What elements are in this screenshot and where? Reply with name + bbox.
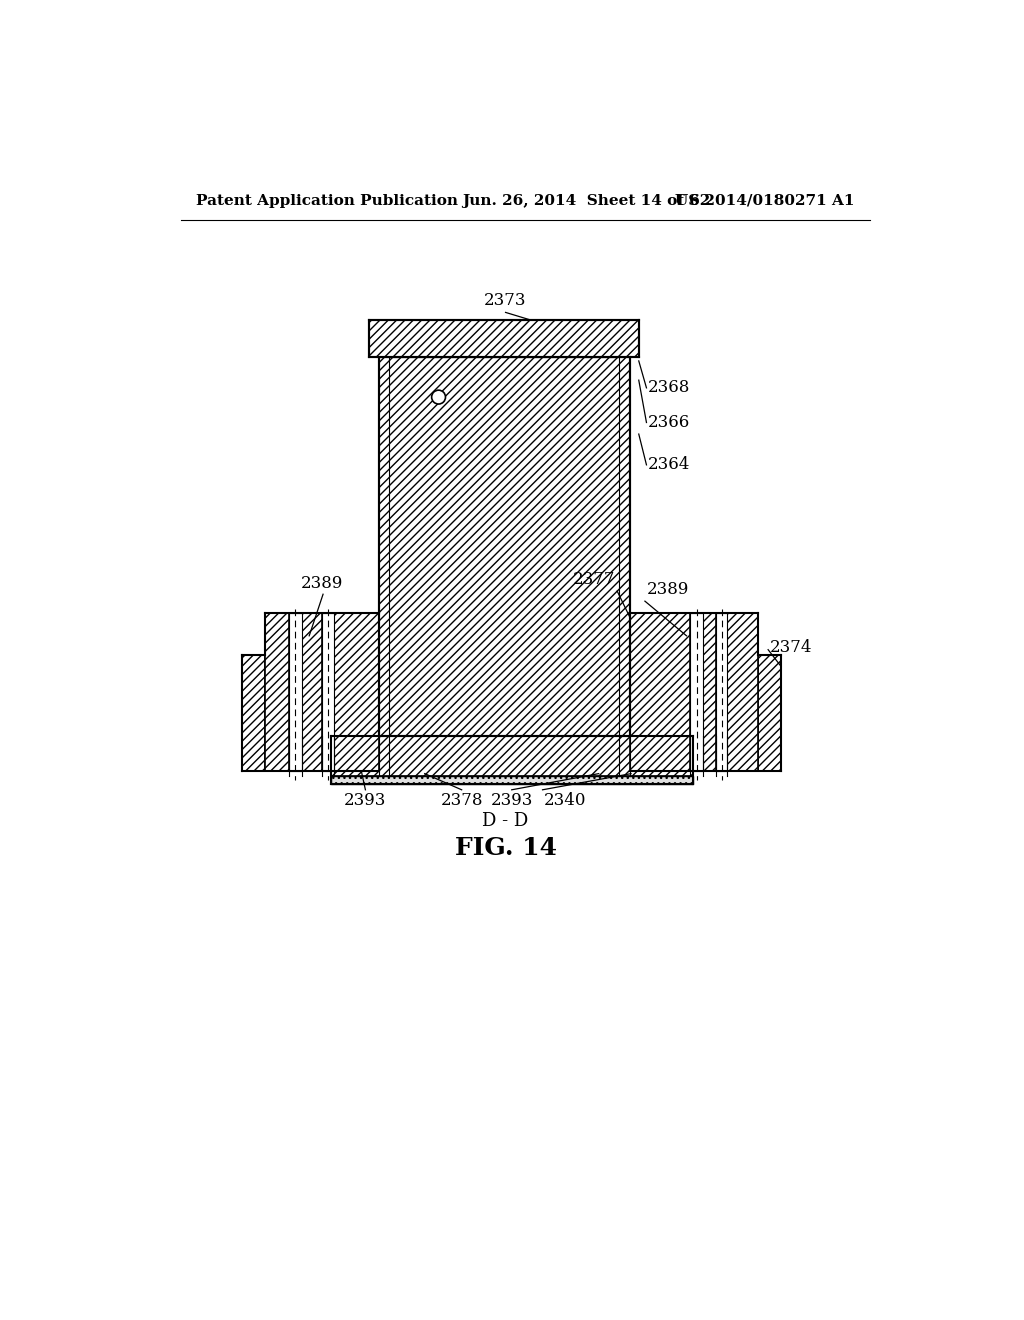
Bar [265,612,289,771]
Bar [331,776,692,784]
Bar [289,612,301,771]
Text: Patent Application Publication: Patent Application Publication [196,194,458,207]
Text: 2340: 2340 [544,792,587,809]
Bar [334,612,379,771]
Bar [690,612,702,771]
Text: 2374: 2374 [770,639,812,656]
Bar [630,612,690,771]
Text: FIG. 14: FIG. 14 [455,836,557,859]
Bar [370,321,639,358]
Text: 2389: 2389 [300,576,343,591]
Text: 2373: 2373 [484,292,526,309]
Bar [702,612,716,771]
Text: US 2014/0180271 A1: US 2014/0180271 A1 [675,194,854,207]
Text: 2368: 2368 [648,379,690,396]
Text: 2366: 2366 [648,414,690,432]
Bar [758,655,781,771]
Text: 2389: 2389 [646,581,689,598]
Text: 2377: 2377 [573,572,615,589]
Bar [322,612,334,771]
Text: Jun. 26, 2014  Sheet 14 of 62: Jun. 26, 2014 Sheet 14 of 62 [462,194,710,207]
Text: 2393: 2393 [344,792,387,809]
Text: 2378: 2378 [440,792,483,809]
Bar [379,358,630,737]
Circle shape [432,391,445,404]
Bar [331,737,692,776]
Text: 2393: 2393 [490,792,532,809]
Bar [727,612,758,771]
Bar [243,655,265,771]
Bar [301,612,322,771]
Bar [716,612,727,771]
Text: D - D: D - D [482,812,528,829]
Text: 2364: 2364 [648,457,690,474]
